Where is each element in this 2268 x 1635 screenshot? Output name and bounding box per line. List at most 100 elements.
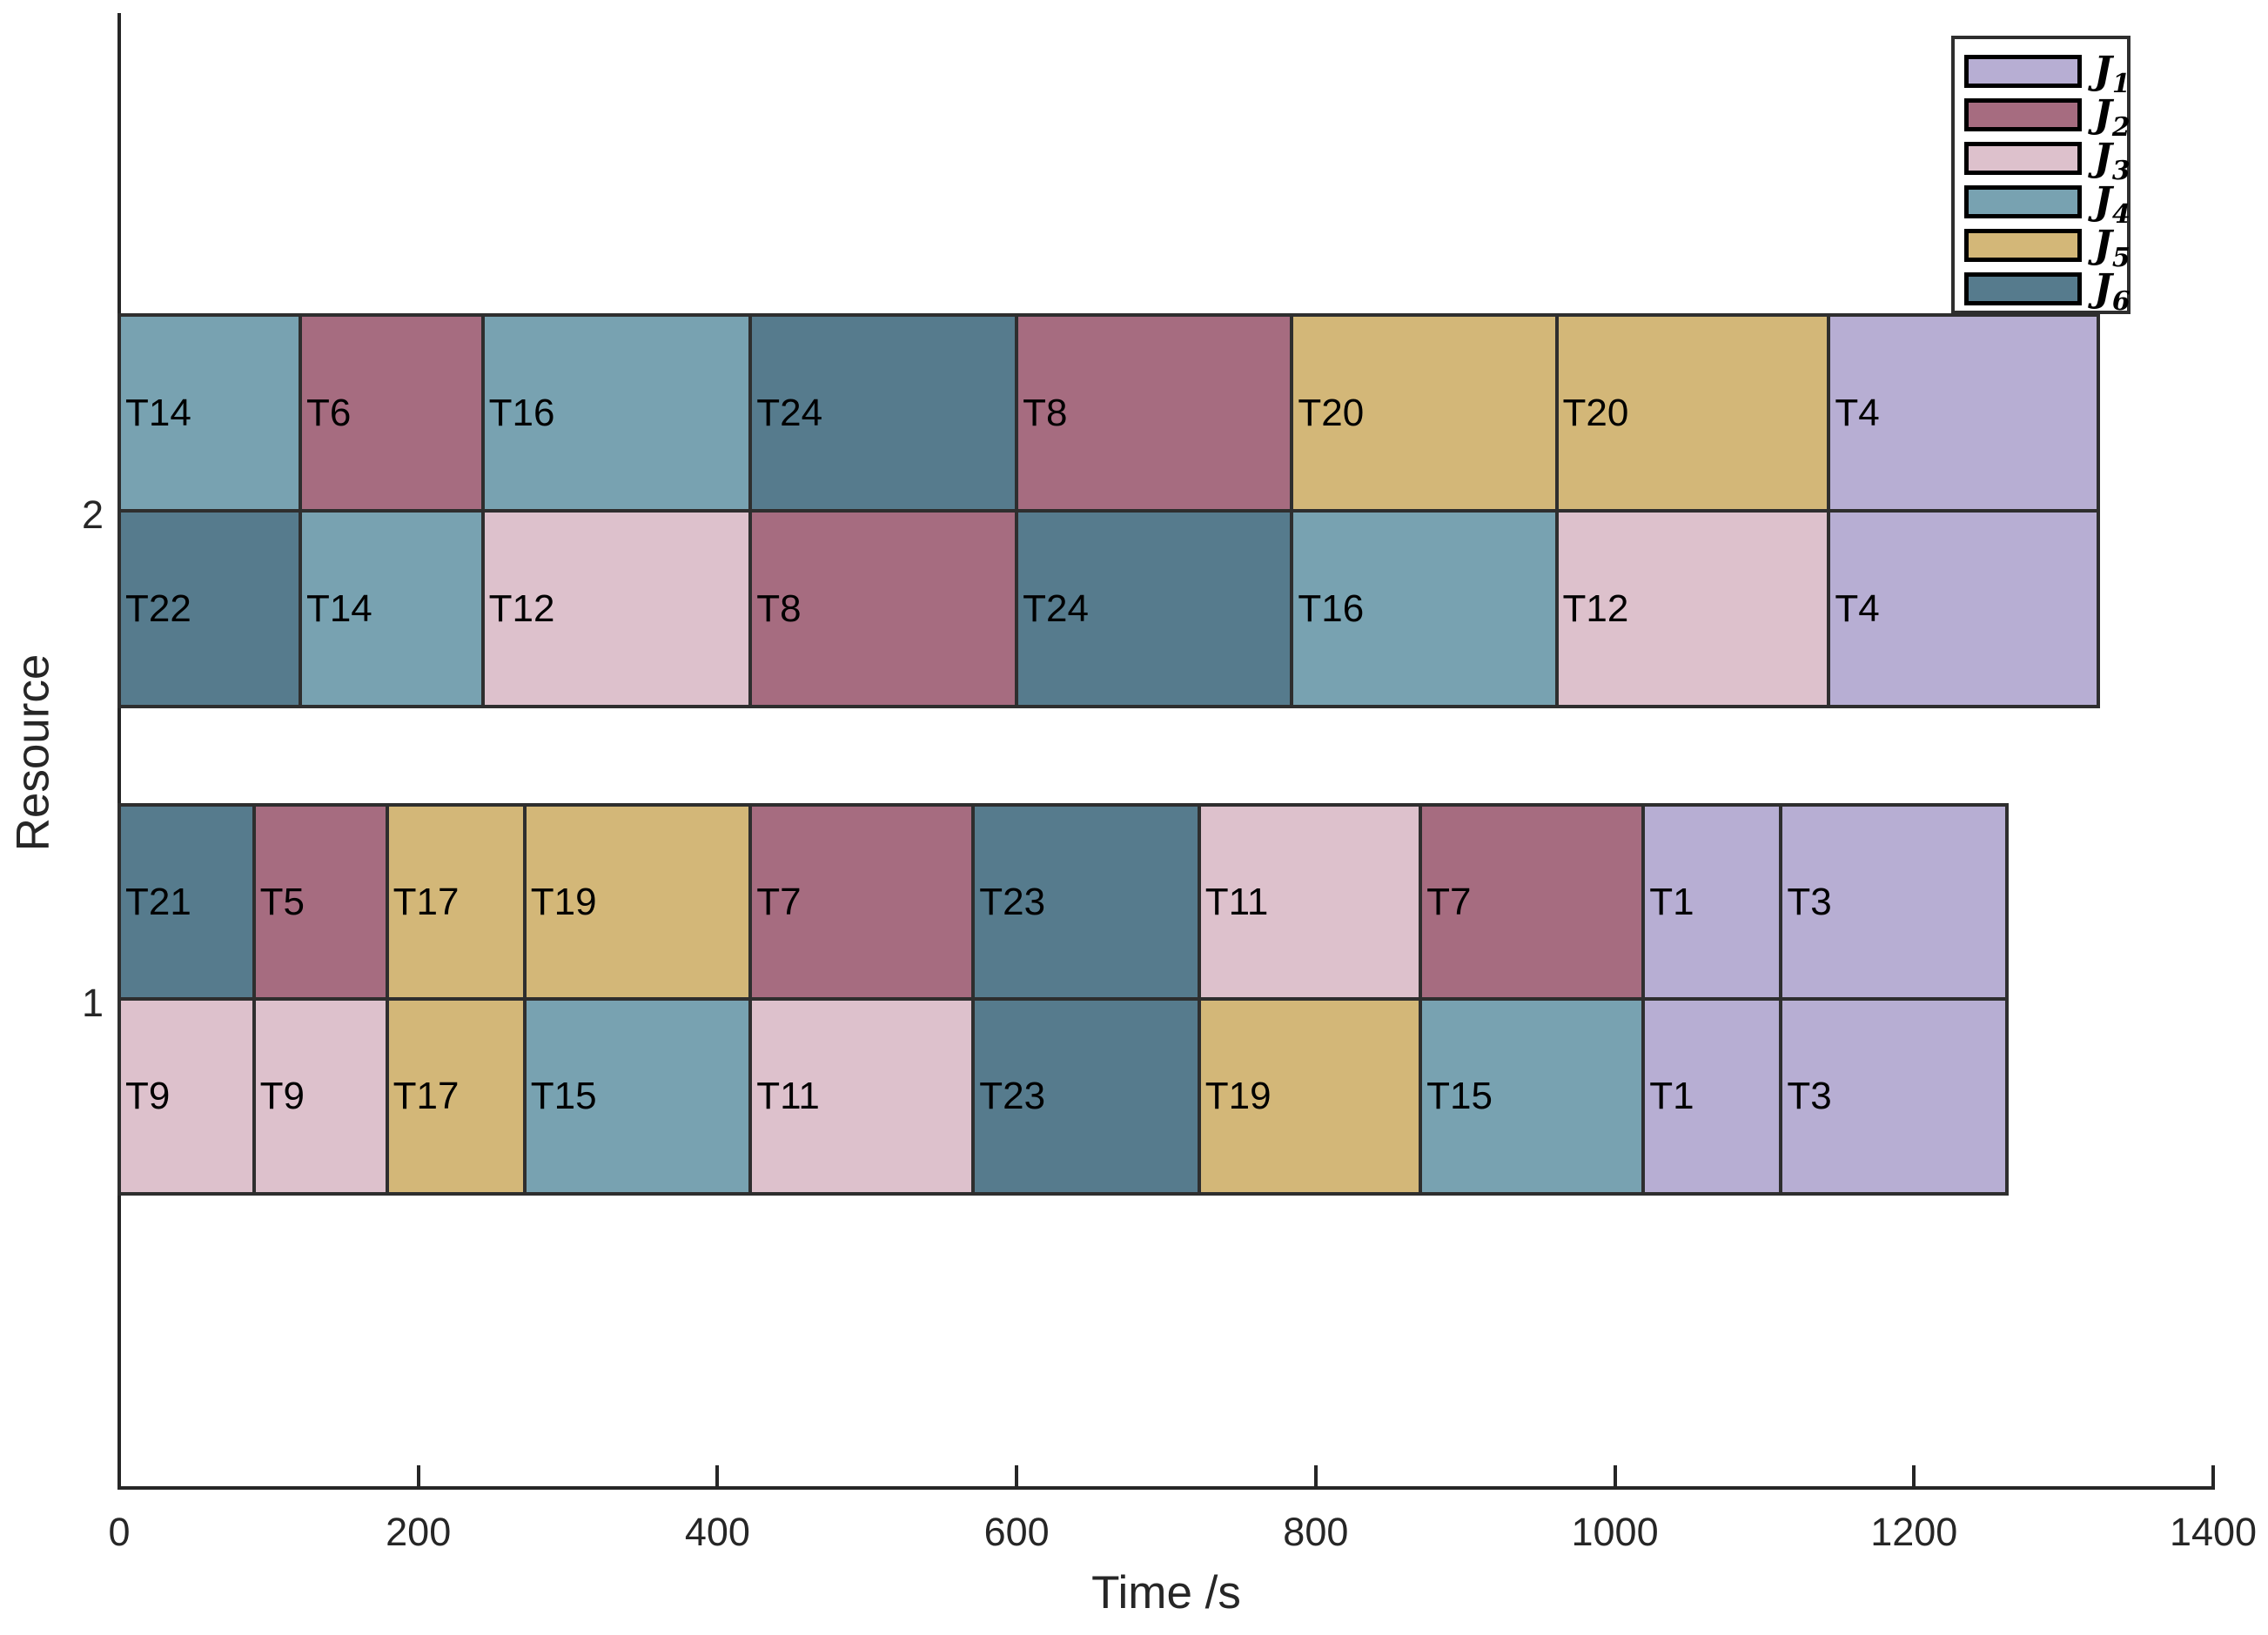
legend-swatch bbox=[1964, 142, 2082, 175]
task-label: T22 bbox=[125, 586, 191, 630]
task-block: T23 bbox=[971, 997, 1201, 1196]
task-block: T22 bbox=[117, 509, 302, 708]
task-label: T21 bbox=[125, 880, 191, 923]
task-block: T6 bbox=[298, 313, 485, 513]
legend-label: J1 bbox=[2094, 49, 2130, 99]
task-label: T9 bbox=[259, 1075, 305, 1117]
task-label: T24 bbox=[1023, 586, 1089, 630]
legend-swatch bbox=[1964, 229, 2082, 262]
task-label: T9 bbox=[125, 1075, 171, 1117]
task-label: T11 bbox=[1204, 880, 1269, 923]
task-label: T20 bbox=[1298, 391, 1365, 434]
task-label: T16 bbox=[1298, 586, 1365, 630]
task-label: T11 bbox=[756, 1075, 820, 1117]
task-label: T12 bbox=[1562, 586, 1629, 630]
legend-item: J4 bbox=[1964, 179, 2130, 230]
x-tick-label: 200 bbox=[386, 1510, 452, 1554]
task-label: T8 bbox=[1023, 391, 1068, 434]
task-block: T19 bbox=[1197, 997, 1423, 1196]
task-block: T4 bbox=[1827, 509, 2100, 708]
task-block: T9 bbox=[252, 997, 389, 1196]
task-block: T21 bbox=[117, 803, 256, 1001]
x-tick-mark bbox=[1313, 1465, 1318, 1488]
task-block: T8 bbox=[748, 509, 1019, 708]
task-block: T1 bbox=[1641, 997, 1783, 1196]
x-axis-title: Time /s bbox=[1091, 1567, 1241, 1618]
legend-label: J3 bbox=[2094, 136, 2130, 186]
x-tick-label: 1200 bbox=[1870, 1510, 1958, 1554]
task-label: T23 bbox=[979, 880, 1046, 923]
task-block: T24 bbox=[1015, 509, 1294, 708]
task-label: T4 bbox=[1835, 391, 1880, 434]
legend-item: J1 bbox=[1964, 49, 2130, 99]
task-label: T7 bbox=[1426, 880, 1472, 923]
task-block: T9 bbox=[117, 997, 256, 1196]
y-axis-line bbox=[117, 13, 121, 1488]
x-tick-mark bbox=[1613, 1465, 1617, 1488]
x-tick-mark bbox=[1912, 1465, 1916, 1488]
task-label: T3 bbox=[1787, 1075, 1832, 1117]
legend-label: J5 bbox=[2094, 223, 2130, 273]
x-tick-label: 600 bbox=[983, 1510, 1050, 1554]
task-block: T14 bbox=[298, 509, 485, 708]
task-label: T19 bbox=[530, 880, 597, 923]
x-tick-mark bbox=[2211, 1465, 2215, 1488]
legend-swatch bbox=[1964, 98, 2082, 131]
task-label: T24 bbox=[756, 391, 823, 434]
task-label: T4 bbox=[1835, 586, 1880, 630]
y-axis-title: Resource bbox=[7, 653, 59, 852]
task-block: T11 bbox=[748, 997, 976, 1196]
task-block: T3 bbox=[1779, 997, 2009, 1196]
x-tick-mark bbox=[117, 1465, 121, 1488]
legend-label: J2 bbox=[2094, 92, 2130, 143]
task-label: T1 bbox=[1649, 880, 1694, 923]
task-label: T14 bbox=[125, 391, 191, 434]
x-tick-label: 0 bbox=[108, 1510, 131, 1554]
task-label: T8 bbox=[756, 586, 802, 630]
task-label: T23 bbox=[979, 1075, 1046, 1117]
task-block: T17 bbox=[385, 997, 527, 1196]
task-label: T19 bbox=[1204, 1075, 1272, 1117]
y-tick-label: 2 bbox=[81, 493, 104, 537]
task-block: T20 bbox=[1290, 313, 1559, 513]
task-block: T3 bbox=[1779, 803, 2009, 1001]
task-block: T12 bbox=[480, 509, 753, 708]
legend-item: J5 bbox=[1964, 223, 2130, 273]
task-block: T20 bbox=[1554, 313, 1831, 513]
task-block: T7 bbox=[1419, 803, 1646, 1001]
legend-swatch bbox=[1964, 272, 2082, 305]
task-block: T7 bbox=[748, 803, 976, 1001]
task-label: T17 bbox=[393, 880, 460, 923]
task-block: T11 bbox=[1197, 803, 1423, 1001]
x-tick-label: 400 bbox=[684, 1510, 750, 1554]
x-tick-label: 1000 bbox=[1571, 1510, 1659, 1554]
task-block: T19 bbox=[522, 803, 753, 1001]
task-label: T6 bbox=[305, 391, 352, 434]
task-block: T15 bbox=[1419, 997, 1646, 1196]
x-tick-mark bbox=[715, 1465, 720, 1488]
legend-item: J6 bbox=[1964, 267, 2130, 315]
task-block: T12 bbox=[1554, 509, 1831, 708]
legend-item: J2 bbox=[1964, 92, 2130, 143]
task-block: T15 bbox=[522, 997, 753, 1196]
task-label: T14 bbox=[305, 586, 372, 630]
legend-item: J3 bbox=[1964, 136, 2130, 186]
task-block: T1 bbox=[1641, 803, 1783, 1001]
task-block: T16 bbox=[480, 313, 753, 513]
task-block: T16 bbox=[1290, 509, 1559, 708]
task-label: T15 bbox=[530, 1075, 597, 1117]
task-label: T1 bbox=[1649, 1075, 1694, 1117]
task-block: T5 bbox=[252, 803, 389, 1001]
task-label: T5 bbox=[259, 880, 305, 923]
x-tick-label: 800 bbox=[1283, 1510, 1349, 1554]
y-tick-label: 1 bbox=[81, 981, 104, 1025]
x-axis-line bbox=[117, 1486, 2215, 1490]
x-tick-mark bbox=[1015, 1465, 1019, 1488]
legend-label: J4 bbox=[2094, 179, 2130, 230]
x-tick-label: 1400 bbox=[2169, 1510, 2258, 1554]
task-label: T15 bbox=[1426, 1075, 1493, 1117]
legend: J1 J2 J3 J4 J5 J6 bbox=[1951, 36, 2130, 315]
legend-swatch bbox=[1964, 55, 2082, 88]
task-label: T16 bbox=[488, 391, 555, 434]
